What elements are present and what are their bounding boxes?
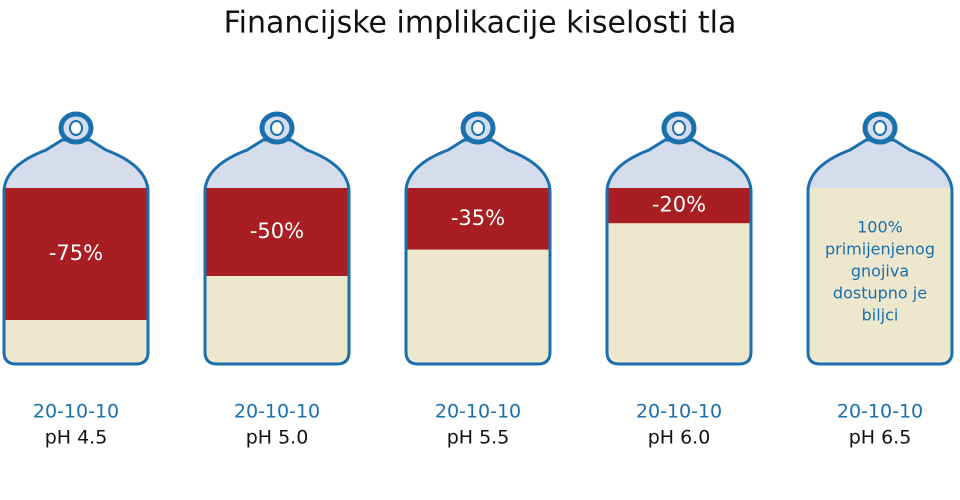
formula: 20-10-10 <box>435 401 521 423</box>
bag-outline <box>806 138 954 366</box>
loss-band <box>205 188 349 276</box>
chart-title: Financijske implikacije kiselosti tla <box>224 6 737 41</box>
loss-band <box>406 188 550 250</box>
annotation: primijenjenog <box>825 240 935 259</box>
annotation: biljci <box>862 306 899 325</box>
formula: 20-10-10 <box>234 401 320 423</box>
bag-fill <box>808 188 952 364</box>
bag-outline <box>404 138 552 366</box>
bag <box>205 140 349 364</box>
category-label: pH 6.0 <box>648 427 711 449</box>
bag-handle-hole <box>471 120 485 136</box>
value-label: -50% <box>250 219 304 243</box>
value-label: -35% <box>451 206 505 230</box>
formula: 20-10-10 <box>636 401 722 423</box>
category-label: pH 6.5 <box>849 427 912 449</box>
loss-band <box>4 188 148 320</box>
bag-outline <box>2 138 150 366</box>
bag-handle-hole <box>873 120 887 136</box>
category-label: pH 4.5 <box>45 427 108 449</box>
loss-band <box>607 188 751 224</box>
annotation: dostupno je <box>833 284 927 303</box>
bag-outline <box>605 138 753 366</box>
formula: 20-10-10 <box>837 401 923 423</box>
annotation: gnojiva <box>851 262 909 281</box>
category-label: pH 5.5 <box>447 427 510 449</box>
category-label: pH 5.0 <box>246 427 309 449</box>
value-label: -20% <box>652 193 706 217</box>
bag-outline <box>203 138 351 366</box>
bag-handle-hole <box>69 120 83 136</box>
value-label: -75% <box>49 241 103 265</box>
bag-handle-hole <box>672 120 686 136</box>
bag-handle-hole <box>270 120 284 136</box>
formula: 20-10-10 <box>33 401 119 423</box>
bag <box>4 140 148 364</box>
annotation: 100% <box>857 218 903 237</box>
